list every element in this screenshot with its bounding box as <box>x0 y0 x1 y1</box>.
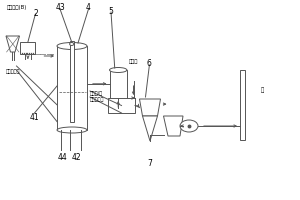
Text: 2: 2 <box>33 8 38 18</box>
Text: 41: 41 <box>30 114 39 122</box>
Bar <box>57 46 87 130</box>
Text: 稳: 稳 <box>261 87 264 93</box>
Text: 7: 7 <box>148 158 152 168</box>
Text: 44: 44 <box>58 154 68 162</box>
Ellipse shape <box>70 43 74 46</box>
Circle shape <box>180 120 198 132</box>
Text: 6: 6 <box>147 60 152 68</box>
Polygon shape <box>142 116 158 141</box>
Ellipse shape <box>110 68 127 72</box>
Ellipse shape <box>57 43 87 49</box>
Bar <box>110 70 127 108</box>
Ellipse shape <box>110 106 127 110</box>
Polygon shape <box>140 99 160 116</box>
Text: 4: 4 <box>86 3 91 12</box>
Polygon shape <box>164 116 183 136</box>
Text: 盐酸物质池: 盐酸物质池 <box>6 70 20 74</box>
Polygon shape <box>6 36 20 52</box>
Ellipse shape <box>57 127 87 133</box>
Text: 冷却水: 冷却水 <box>129 60 139 64</box>
Bar <box>108 98 135 113</box>
Text: 42: 42 <box>72 154 81 162</box>
Bar <box>70 41 74 122</box>
Bar <box>20 42 35 54</box>
Bar <box>240 70 244 140</box>
Text: 5: 5 <box>109 6 113 16</box>
Text: 贵金属/酱: 贵金属/酱 <box>90 90 103 96</box>
Text: 43: 43 <box>55 3 65 12</box>
Text: 贵金属界面: 贵金属界面 <box>90 97 104 102</box>
Text: 石灰石灰(B): 石灰石灰(B) <box>6 5 27 10</box>
